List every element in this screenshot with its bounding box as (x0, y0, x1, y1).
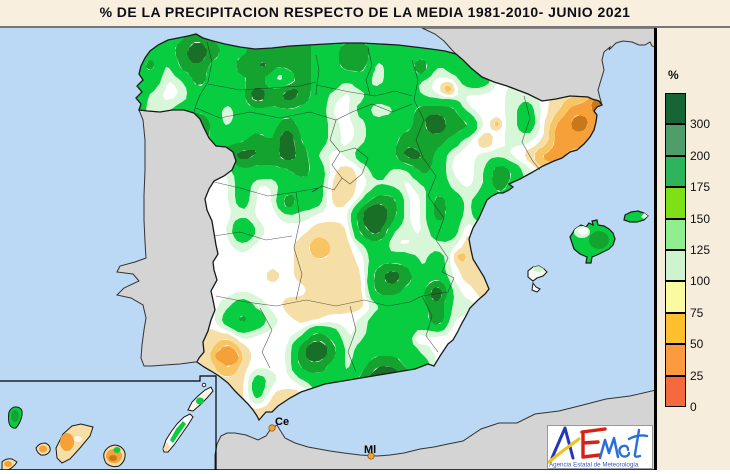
svg-text:Ml: Ml (364, 444, 376, 456)
svg-text:Agencia Estatal de Meteorologí: Agencia Estatal de Meteorología (549, 462, 639, 469)
svg-text:Ce: Ce (275, 416, 289, 428)
